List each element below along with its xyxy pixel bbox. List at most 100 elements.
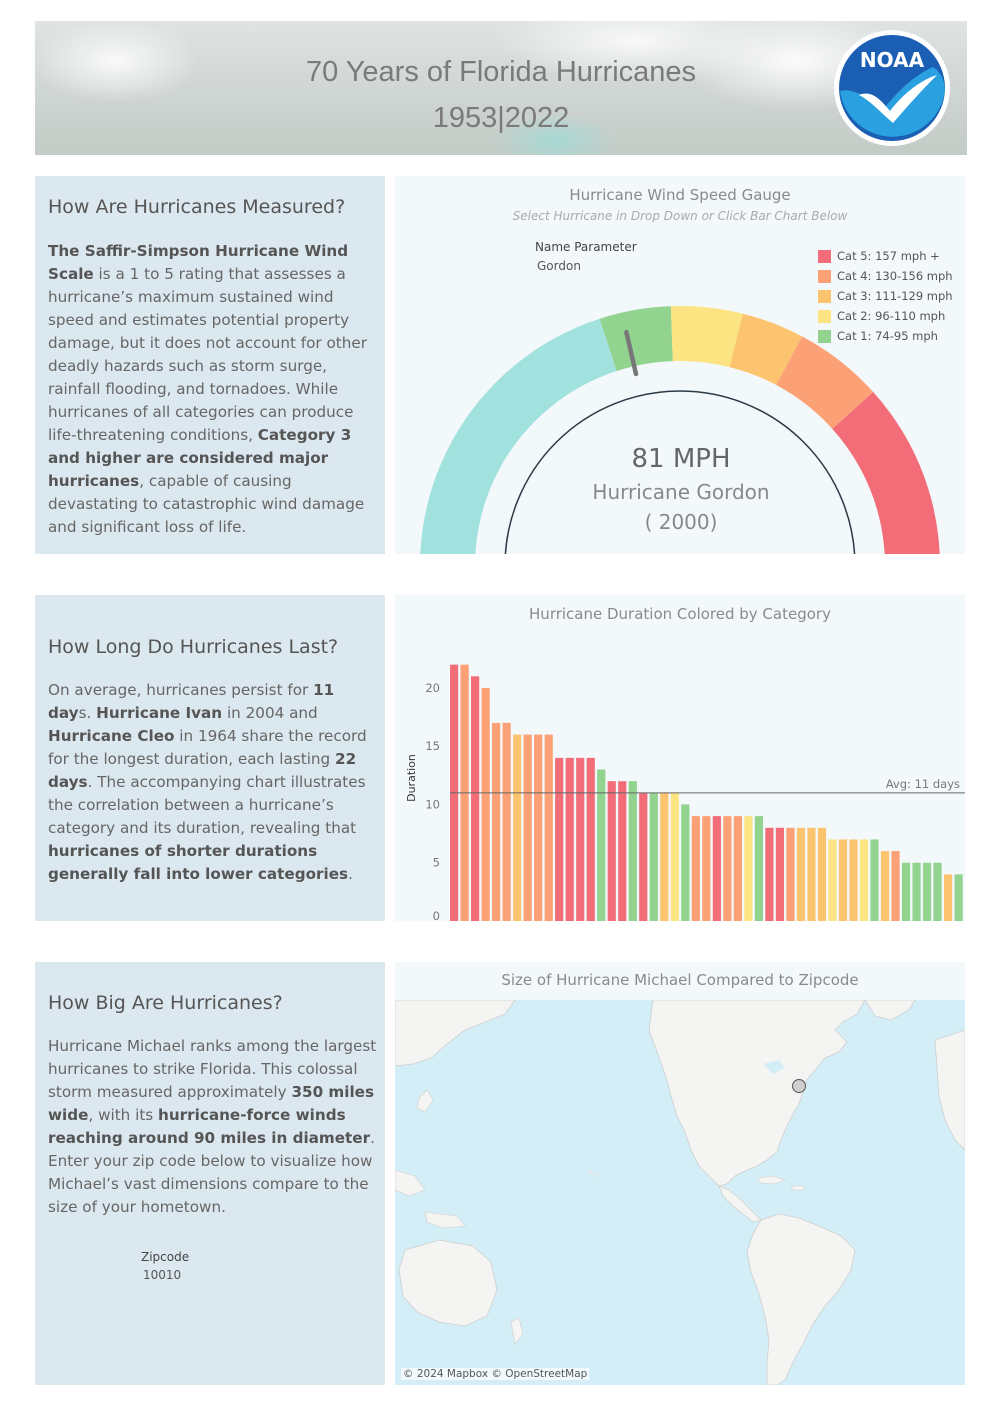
gauge-seg-tropical (420, 318, 617, 554)
size-panel: How Big Are Hurricanes? Hurricane Michae… (35, 962, 385, 1385)
duration-bar (502, 722, 511, 921)
duration-bar (471, 676, 480, 921)
duration-bar (754, 816, 763, 921)
gauge-title: Hurricane Wind Speed Gauge (569, 186, 791, 204)
duration-bar (544, 734, 553, 921)
duration-bar (607, 781, 616, 921)
noaa-logo: NOAA (834, 30, 950, 146)
duration-bar (922, 862, 932, 921)
gauge-seg-cat5 (832, 392, 940, 554)
y-tick-label: 5 (433, 856, 440, 870)
duration-bar (618, 781, 627, 921)
duration-bar (901, 862, 911, 921)
duration-bar (943, 874, 953, 921)
duration-bar (765, 827, 774, 921)
legend-item-cat2[interactable]: Cat 2: 96-110 mph (818, 309, 945, 323)
gauge-hurricane-year: ( 2000) (645, 510, 718, 534)
gauge-seg-cat4 (776, 336, 874, 429)
duration-text: On average, hurricanes persist for 11 da… (48, 679, 378, 886)
duration-bar (870, 839, 879, 921)
gauge-seg-cat3 (729, 313, 803, 385)
duration-bar (639, 792, 648, 921)
legend-swatch (818, 270, 831, 283)
duration-bar (775, 827, 785, 921)
duration-bar (702, 816, 711, 921)
duration-bar (859, 839, 869, 921)
text-span: On average, hurricanes persist for (48, 681, 314, 699)
name-parameter-label: Name Parameter (535, 240, 637, 254)
zipcode-marker[interactable] (792, 1079, 806, 1093)
world-map[interactable] (395, 1000, 965, 1385)
measured-panel: How Are Hurricanes Measured? The Saffir-… (35, 176, 385, 554)
bold-text: hurricane-force winds reaching around 90… (48, 1106, 371, 1147)
duration-bar (891, 851, 900, 921)
duration-bar (691, 816, 700, 921)
duration-bar (555, 757, 564, 921)
duration-bar (880, 851, 890, 921)
text-span: . (348, 865, 353, 883)
legend-item-cat3[interactable]: Cat 3: 111-129 mph (818, 289, 953, 303)
duration-bar (513, 734, 522, 921)
bold-text: 350 miles wide (48, 1083, 375, 1124)
legend-label: Cat 2: 96-110 mph (837, 309, 946, 323)
avg-label: Avg: 11 days (886, 777, 960, 791)
duration-bar (796, 827, 806, 921)
legend-swatch (818, 250, 831, 263)
gauge-hurricane-name: Hurricane Gordon (592, 480, 769, 504)
text-span: , capable of causing devastating to cata… (48, 472, 365, 536)
duration-bar (786, 827, 795, 921)
legend-item-cat4[interactable]: Cat 4: 130-156 mph (818, 269, 953, 283)
noaa-logo-text: NOAA (860, 48, 925, 72)
duration-heading: How Long Do Hurricanes Last? (48, 636, 339, 658)
legend-item-cat1[interactable]: Cat 1: 74-95 mph (818, 329, 938, 343)
y-tick-label: 15 (425, 739, 440, 753)
title-line-2: 1953|2022 (432, 102, 570, 134)
gauge-seg-cat2 (670, 306, 743, 368)
legend-swatch (818, 290, 831, 303)
y-tick-label: 10 (425, 797, 440, 811)
size-text: Hurricane Michael ranks among the larges… (48, 1035, 378, 1219)
gauge-inner-arc (504, 390, 856, 554)
gauge-svg[interactable]: 81 MPH Hurricane Gordon ( 2000) (395, 176, 965, 554)
duration-bar (628, 781, 637, 921)
gauge-panel: Hurricane Wind Speed Gauge Select Hurric… (395, 176, 965, 554)
zipcode-input[interactable]: 10010 (143, 1268, 182, 1282)
text-span: in 1964 share the record for the longest… (48, 727, 367, 768)
duration-bar (649, 792, 658, 921)
bold-text: 11 day (48, 681, 335, 722)
duration-bar (744, 816, 753, 921)
duration-bar (733, 816, 742, 921)
duration-bar-chart[interactable]: Duration 0 5 10 15 20 Avg: 11 days (395, 595, 965, 921)
bold-major: Category 3 and higher are considered maj… (48, 426, 352, 490)
duration-chart-panel: Hurricane Duration Colored by Category D… (395, 595, 965, 921)
y-axis-label: Duration (405, 754, 418, 802)
duration-bar (817, 827, 827, 921)
y-tick-label: 20 (425, 681, 440, 695)
duration-bar (597, 769, 606, 921)
map-panel: Size of Hurricane Michael Compared to Zi… (395, 962, 965, 1385)
duration-bar (660, 792, 669, 921)
legend-label: Cat 1: 74-95 mph (837, 329, 938, 343)
name-parameter-dropdown[interactable]: Gordon (537, 259, 581, 273)
duration-bar (523, 734, 532, 921)
duration-bar (954, 874, 963, 921)
text-span: . The accompanying chart illustrates the… (48, 773, 366, 837)
legend-item-cat5[interactable]: Cat 5: 157 mph + (818, 249, 940, 263)
gauge-seg-cat1 (599, 306, 673, 372)
duration-bar (534, 734, 543, 921)
bold-text: hurricanes of shorter durations generall… (48, 842, 349, 883)
duration-bar (492, 722, 501, 921)
y-ticks: 0 5 10 15 20 (425, 681, 440, 921)
gauge-speed: 81 MPH (631, 444, 730, 474)
duration-bar (912, 862, 921, 921)
legend-label: Cat 4: 130-156 mph (837, 269, 953, 283)
gauge-needle (624, 329, 639, 377)
legend-swatch (818, 330, 831, 343)
duration-bar (828, 839, 837, 921)
duration-bar (849, 839, 858, 921)
duration-bar (838, 839, 848, 921)
text-span: s. (78, 704, 97, 722)
size-heading: How Big Are Hurricanes? (48, 992, 283, 1014)
duration-panel: How Long Do Hurricanes Last? On average,… (35, 595, 385, 921)
duration-bar (481, 687, 490, 921)
